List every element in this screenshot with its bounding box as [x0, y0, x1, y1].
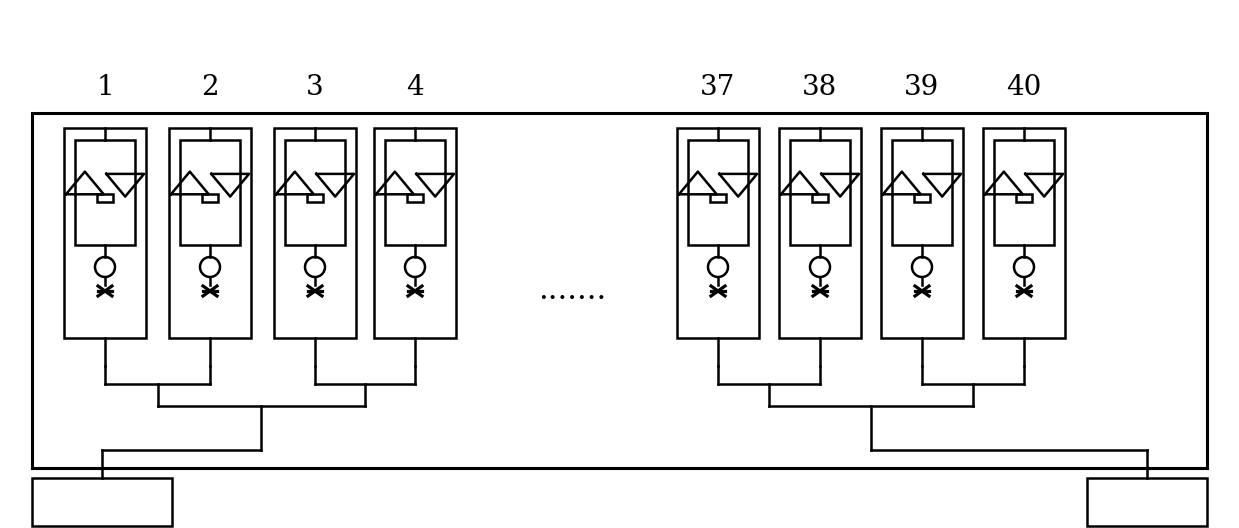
Bar: [408, 194, 422, 202]
Bar: [169, 128, 252, 338]
Text: 37: 37: [700, 74, 736, 101]
Bar: [32, 478, 172, 526]
Bar: [813, 194, 828, 202]
Bar: [285, 140, 344, 245]
Bar: [385, 140, 445, 245]
Bar: [790, 140, 850, 245]
Bar: [98, 194, 113, 202]
Text: 2: 2: [201, 74, 219, 101]
Bar: [710, 194, 726, 202]
Bar: [914, 194, 929, 202]
Text: 39: 39: [904, 74, 939, 101]
Bar: [1016, 194, 1032, 202]
Text: 38: 38: [803, 74, 838, 101]
Bar: [180, 140, 240, 245]
Bar: [76, 140, 135, 245]
Bar: [994, 140, 1054, 245]
Bar: [274, 128, 356, 338]
Bar: [374, 128, 456, 338]
Text: 1: 1: [97, 74, 114, 101]
Bar: [881, 128, 963, 338]
Bar: [64, 128, 146, 338]
Bar: [1087, 478, 1207, 526]
Bar: [779, 128, 861, 338]
Bar: [676, 128, 760, 338]
Text: 4: 4: [406, 74, 424, 101]
Bar: [892, 140, 952, 245]
Bar: [688, 140, 748, 245]
Bar: [202, 194, 218, 202]
Text: .......: .......: [538, 275, 606, 306]
Bar: [983, 128, 1066, 338]
Text: 3: 3: [306, 74, 323, 101]
Bar: [32, 113, 1207, 468]
Bar: [307, 194, 322, 202]
Text: 40: 40: [1006, 74, 1042, 101]
